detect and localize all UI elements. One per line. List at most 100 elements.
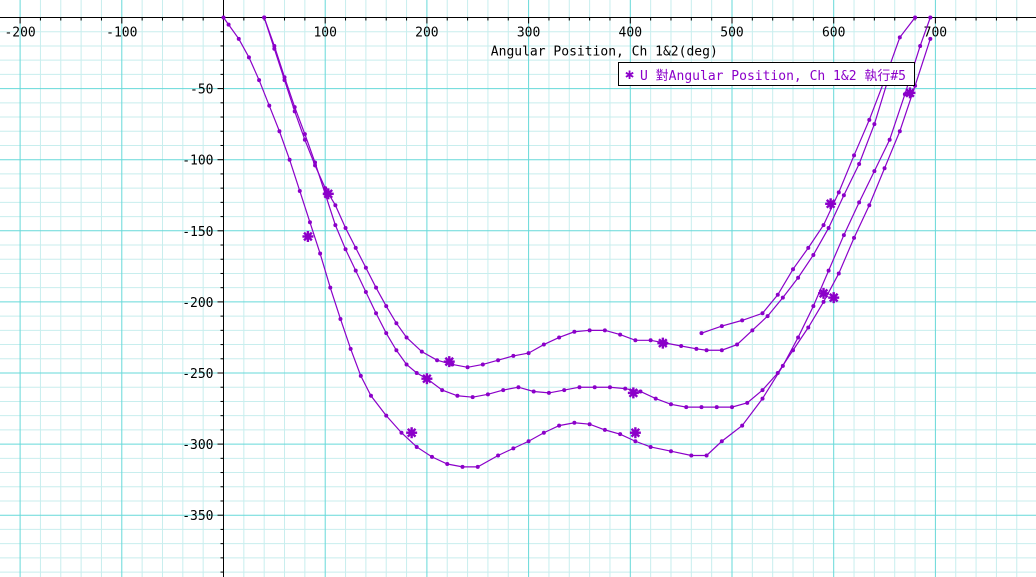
series-point (455, 394, 459, 398)
series-point (593, 385, 597, 389)
series-point (572, 421, 576, 425)
series-point (720, 324, 724, 328)
series-point (735, 343, 739, 347)
series-point (338, 317, 342, 321)
series-point (699, 331, 703, 335)
x-tick-label: 200 (415, 26, 438, 41)
series-point (715, 405, 719, 409)
series-point (562, 388, 566, 392)
series-point (720, 348, 724, 352)
series-point (842, 193, 846, 197)
x-tick-label: 600 (822, 26, 845, 41)
series-point (806, 246, 810, 250)
asterisk-marker (406, 427, 417, 438)
series-point (577, 385, 581, 389)
series-point (501, 388, 505, 392)
series-point (496, 453, 500, 457)
asterisk-marker (421, 373, 432, 384)
series-point (349, 347, 353, 351)
x-tick-label: 500 (720, 26, 743, 41)
series-point (766, 314, 770, 318)
x-tick-label: -100 (106, 26, 137, 41)
series-point (481, 362, 485, 366)
series-point (369, 394, 373, 398)
series-point (588, 328, 592, 332)
asterisk-marker (323, 188, 334, 199)
series-point (440, 388, 444, 392)
series-point (740, 424, 744, 428)
series-point (761, 388, 765, 392)
series-point (827, 269, 831, 273)
series-point (888, 138, 892, 142)
series-point (852, 153, 856, 157)
series-point (415, 445, 419, 449)
series-point (384, 414, 388, 418)
series-point (791, 267, 795, 271)
series-point (435, 358, 439, 362)
series-point (796, 335, 800, 339)
legend-marker-icon: ✱ (625, 67, 634, 82)
series-point (394, 348, 398, 352)
series-point (883, 166, 887, 170)
series-point (557, 335, 561, 339)
series-point (822, 223, 826, 227)
series-point (679, 344, 683, 348)
legend: ✱ U 對Angular Position, Ch 1&2 執行#5 (618, 62, 915, 86)
series-point (872, 169, 876, 173)
series-point (867, 203, 871, 207)
asterisk-marker (825, 198, 836, 209)
y-tick-label: -250 (182, 367, 213, 382)
series-point (415, 371, 419, 375)
series-point (303, 138, 307, 142)
series-point (898, 35, 902, 39)
series-point (399, 431, 403, 435)
series-point (740, 318, 744, 322)
series-point (603, 328, 607, 332)
series-point (293, 109, 297, 113)
series-point (374, 286, 378, 290)
series-point (699, 405, 703, 409)
series-point (272, 47, 276, 51)
series-point (649, 445, 653, 449)
series-point (654, 397, 658, 401)
series-point (542, 431, 546, 435)
series-point (466, 365, 470, 369)
series-point (705, 348, 709, 352)
asterisk-marker (818, 288, 829, 299)
series-point (384, 331, 388, 335)
series-point (669, 402, 673, 406)
series-point (796, 276, 800, 280)
series-point (745, 401, 749, 405)
series-point (333, 203, 337, 207)
asterisk-marker (628, 387, 639, 398)
series-point (227, 23, 231, 27)
series-point (618, 333, 622, 337)
asterisk-marker (444, 356, 455, 367)
x-tick-label: -200 (4, 26, 35, 41)
series-point (928, 16, 932, 20)
x-axis-title: Angular Position, Ch 1&2(deg) (491, 45, 718, 60)
series-point (837, 190, 841, 194)
x-tick-label: 400 (619, 26, 642, 41)
series-point (694, 347, 698, 351)
y-tick-label: -300 (182, 438, 213, 453)
series-point (623, 387, 627, 391)
series-point (430, 455, 434, 459)
series-point (511, 354, 515, 358)
series-point (247, 55, 251, 59)
series-point (638, 389, 642, 393)
series-point (588, 422, 592, 426)
series-point (547, 391, 551, 395)
series-point (720, 439, 724, 443)
series-point (842, 233, 846, 237)
asterisk-marker (904, 87, 915, 98)
asterisk-marker (657, 338, 668, 349)
series-point (486, 392, 490, 396)
series-point (405, 335, 409, 339)
series-point (298, 189, 302, 193)
series-point (283, 78, 287, 82)
series-point (572, 330, 576, 334)
series-point (557, 424, 561, 428)
